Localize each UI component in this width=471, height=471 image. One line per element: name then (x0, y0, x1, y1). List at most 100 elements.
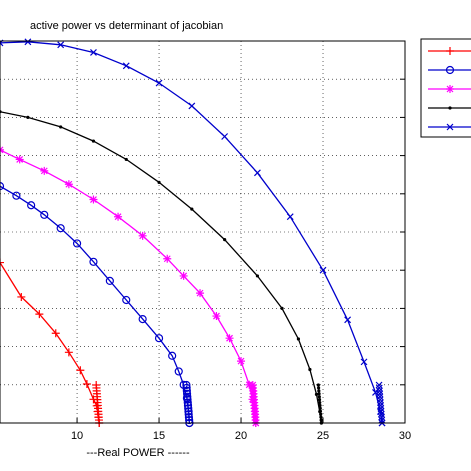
series-4-dense-point (318, 400, 322, 405)
series-1-point (64, 348, 73, 357)
series-1-point (76, 366, 85, 375)
series-3-point (163, 254, 172, 263)
series-2-point (56, 224, 65, 233)
series-5-point (90, 49, 97, 56)
series-4-point (124, 157, 128, 162)
series-4 (0, 110, 323, 425)
grid-lines (0, 41, 406, 423)
legend-swatch-marker (446, 123, 454, 131)
series-3 (0, 145, 260, 427)
series-2-dense-point (183, 398, 192, 407)
series-4-dense-point (319, 418, 323, 422)
series-3-point (138, 231, 147, 240)
legend-item-5 (428, 123, 471, 131)
series-3-point (15, 155, 24, 164)
series-5-point (254, 169, 261, 177)
x-tick-label: 20 (235, 430, 247, 442)
series-3-point (237, 357, 246, 366)
series-5 (0, 38, 386, 427)
legend-item-4 (428, 106, 471, 110)
series-2-point (122, 295, 131, 305)
series-4-dense-point (317, 386, 321, 390)
series-4-point (223, 238, 227, 242)
chart-title: active power vs determinant of jacobian (30, 20, 223, 32)
series-2-point (154, 334, 164, 343)
series-2-point (168, 351, 177, 360)
series-4-dense-point (317, 389, 321, 393)
series-3-point (179, 271, 188, 280)
series-5-point (221, 133, 229, 140)
series-1-point (0, 258, 4, 267)
series-3-point (212, 312, 221, 321)
legend (420, 38, 471, 138)
series-4-point (296, 337, 301, 341)
series-2-point (0, 182, 5, 191)
series-2-point (174, 367, 183, 376)
series-3-point (0, 145, 4, 154)
series-2-point (27, 201, 36, 210)
x-tick-labels: 10 15 20 25 30 (71, 418, 411, 442)
series-1 (0, 258, 104, 427)
series-2-dense-point (182, 386, 191, 395)
series-4-point (26, 115, 30, 119)
x-tick-label: 30 (399, 430, 411, 442)
series-5-point (360, 358, 368, 366)
series-4-point (59, 125, 63, 129)
x-tick-label: 15 (153, 430, 165, 442)
series-5-point (155, 79, 163, 87)
series-5-point (188, 102, 196, 110)
legend-box (420, 38, 471, 138)
series-4-dense-point (316, 383, 320, 387)
series-2-point (138, 314, 147, 324)
series-5-point (24, 38, 32, 46)
series-2-dense-point (185, 415, 194, 425)
x-tick-label: 25 (317, 430, 329, 442)
series-3-point (114, 212, 123, 221)
series-5-line (0, 41, 383, 424)
series-2-dense-point (184, 410, 193, 419)
plot-frame (0, 40, 406, 424)
series-4-dense-point (317, 395, 321, 399)
series-4-dense-point (318, 403, 322, 408)
series-4-point (190, 207, 194, 211)
legend-swatch-marker (446, 85, 454, 93)
series-5-point (122, 62, 130, 70)
series-3-line (0, 149, 257, 424)
series-2-dense-point (184, 404, 193, 413)
series-3-point (40, 166, 49, 175)
series-4-point (157, 180, 161, 184)
series-1-point (17, 292, 26, 301)
series-3-point (225, 334, 234, 343)
legend-swatch-marker (448, 106, 452, 110)
series-2-dense-point (182, 383, 191, 393)
series-4-point (255, 274, 260, 278)
series-2-dense-point (183, 401, 193, 410)
series-1-line (0, 262, 100, 424)
legend-swatch-marker (445, 65, 455, 75)
legend-item-3 (428, 85, 471, 93)
series-2-point (72, 239, 82, 248)
x-axis-label: ---Real POWER ------ (86, 447, 190, 459)
series-4-point (314, 392, 319, 396)
series-4-dense-point (318, 409, 323, 413)
series-layer (0, 38, 386, 428)
series-5-point (344, 316, 352, 324)
series-1-point (82, 380, 91, 389)
x-tick-label: 10 (71, 430, 83, 442)
series-4-point (91, 139, 96, 143)
series-1-point (51, 329, 60, 338)
series-2-dense-point (182, 380, 191, 390)
series-2-dense-point (184, 413, 194, 422)
legend-item-1 (428, 47, 471, 55)
series-2-dense-point (183, 395, 192, 404)
series-5-point (286, 213, 294, 221)
series-5-point (319, 266, 327, 274)
series-4-dense-point (317, 398, 322, 402)
series-2-point (105, 276, 114, 285)
legend-swatch-marker (446, 47, 454, 55)
series-2-dense-point (183, 392, 192, 401)
series-2-point (89, 257, 98, 266)
series-4-point (308, 367, 312, 372)
series-2-dense-point (184, 407, 193, 416)
